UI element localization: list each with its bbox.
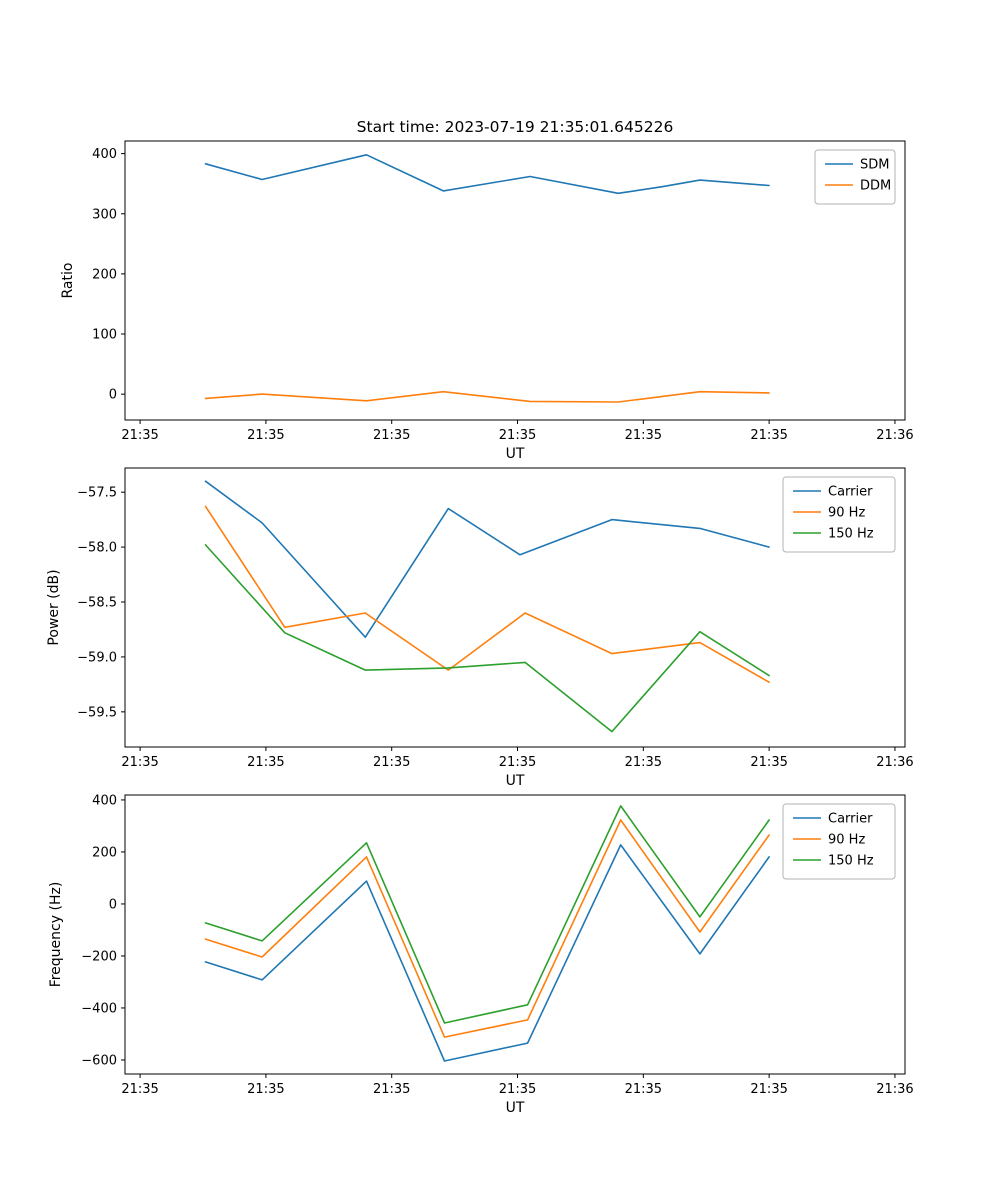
chart-title: Start time: 2023-07-19 21:35:01.645226 [357, 118, 674, 136]
y-axis-label: Power (dB) [46, 569, 62, 645]
legend-label: 150 Hz [828, 527, 874, 542]
legend-label: DDM [860, 179, 891, 194]
series-sdm-line [204, 154, 770, 195]
x-tick-label: 21:35 [121, 428, 158, 443]
series-90-hz-line [204, 505, 770, 684]
axes-frame [124, 467, 906, 748]
legend: Carrier 90 Hz 150 Hz [782, 803, 896, 880]
x-tick-label: 21:35 [499, 755, 536, 770]
x-tick-label: 21:35 [373, 755, 410, 770]
series-carrier-line [204, 844, 770, 1062]
y-tick-label: −200 [81, 949, 117, 964]
y-tick-label: −58.0 [77, 541, 117, 556]
subplot-3: 21:35 21:35 21:35 21:35 21:35 21:35 21:36 −600 −… [48, 793, 914, 1116]
series-150-hz-line [204, 544, 770, 733]
subplot-2: 21:35 21:35 21:35 21:35 21:35 21:35 21:36 −57.5… [46, 467, 914, 789]
y-tick-label: 400 [92, 793, 117, 808]
y-tick-label: −600 [81, 1053, 117, 1068]
legend-label: Carrier [828, 485, 873, 500]
legend-label: 150 Hz [828, 854, 874, 869]
x-tick-label: 21:35 [499, 1082, 536, 1097]
x-tick-label: 21:35 [499, 428, 536, 443]
legend-label: 90 Hz [828, 833, 865, 848]
legend: Carrier 90 Hz 150 Hz [782, 476, 896, 553]
axes-frame [124, 140, 906, 421]
series-90-hz-line [204, 819, 770, 1038]
x-tick-label: 21:36 [876, 755, 913, 770]
x-tick-label: 21:35 [247, 755, 284, 770]
x-tick-label: 21:35 [373, 428, 410, 443]
x-tick-label: 21:35 [625, 428, 662, 443]
axes-frame [124, 794, 906, 1075]
y-tick-label: −57.5 [77, 486, 117, 501]
y-axis-label: Ratio [60, 263, 76, 299]
series-150-hz-line [204, 805, 770, 1024]
y-tick-label: 0 [109, 897, 117, 912]
x-axis-label: UT [506, 1100, 525, 1116]
x-tick-label: 21:35 [247, 428, 284, 443]
legend-label: SDM [860, 158, 889, 173]
y-tick-label: −59.5 [77, 705, 117, 720]
y-tick-label: −59.0 [77, 650, 117, 665]
x-tick-label: 21:35 [121, 755, 158, 770]
y-tick-label: 0 [109, 388, 117, 403]
x-axis-label: UT [506, 446, 525, 462]
x-tick-label: 21:35 [247, 1082, 284, 1097]
x-tick-label: 21:35 [750, 755, 787, 770]
x-tick-label: 21:36 [876, 428, 913, 443]
x-tick-label: 21:36 [876, 1082, 913, 1097]
y-tick-label: 200 [92, 845, 117, 860]
y-tick-label: 400 [92, 147, 117, 162]
legend: SDM DDM [814, 149, 896, 205]
y-tick-label: 100 [92, 328, 117, 343]
x-tick-label: 21:35 [625, 1082, 662, 1097]
subplot-1: 21:35 21:35 21:35 21:35 21:35 21:35 21:36 0 100 2… [60, 118, 914, 462]
y-tick-label: −58.5 [77, 596, 117, 611]
x-tick-label: 21:35 [121, 1082, 158, 1097]
x-tick-label: 21:35 [750, 1082, 787, 1097]
y-tick-label: 200 [92, 267, 117, 282]
x-tick-label: 21:35 [373, 1082, 410, 1097]
series-ddm-line [204, 390, 770, 403]
legend-label: Carrier [828, 812, 873, 827]
y-tick-label: −400 [81, 1001, 117, 1016]
x-tick-label: 21:35 [625, 755, 662, 770]
y-axis-label: Frequency (Hz) [48, 882, 64, 988]
x-axis-label: UT [506, 773, 525, 789]
y-tick-label: 300 [92, 207, 117, 222]
series-carrier-line [204, 480, 770, 639]
legend-label: 90 Hz [828, 506, 865, 521]
x-tick-label: 21:35 [750, 428, 787, 443]
